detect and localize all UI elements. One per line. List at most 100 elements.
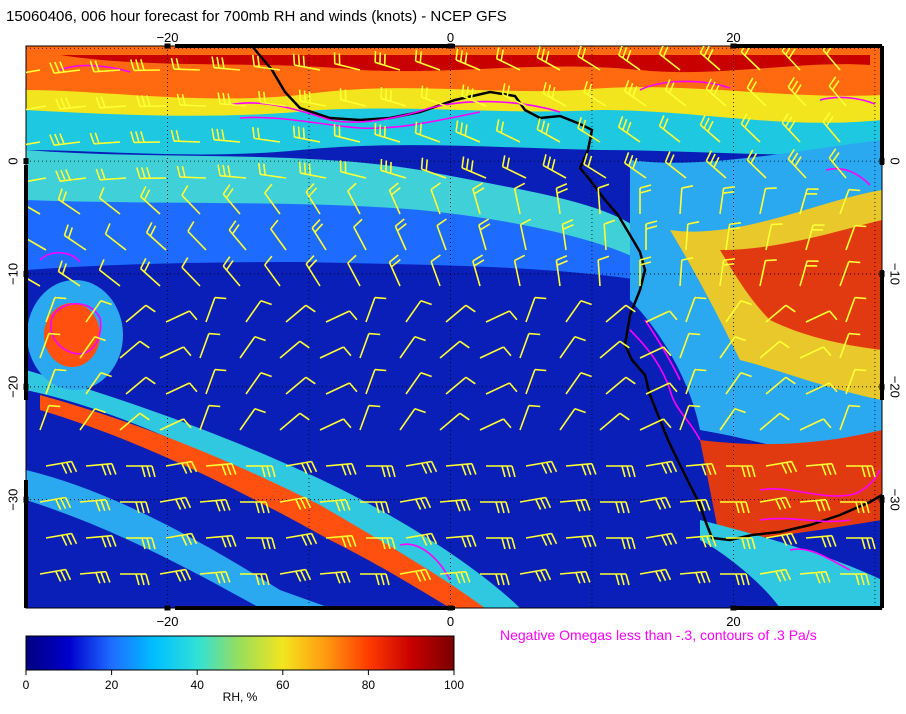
wind-barb [119,412,150,431]
wind-barb [565,462,597,476]
wind-barb [639,568,672,582]
wind-barb [217,92,247,107]
wind-barb [292,125,321,143]
wind-barb [246,537,276,550]
wind-barb [639,346,672,359]
wind-barb [519,568,552,582]
wind-barb [603,219,616,251]
wind-barb [765,376,796,395]
wind-barb [325,382,358,395]
wind-barb [765,304,796,323]
lat-tick-label: 0 [888,157,903,164]
wind-barb [583,81,607,107]
wind-barb [319,346,352,359]
wind-barb [325,462,357,476]
wind-barb [181,257,201,287]
wind-barb [176,93,207,107]
wind-barb [726,465,756,478]
wind-barb [781,112,801,143]
wind-barb [339,160,367,179]
wind-barb [799,346,832,359]
wind-barb [145,222,167,251]
wind-barb [639,184,652,214]
wind-barb [799,570,831,584]
wind-barb [45,532,78,546]
wind-barb [759,340,790,359]
wind-barb [405,532,438,546]
wind-barb [439,340,470,359]
wind-barb [298,89,327,107]
wind-barb [461,156,487,179]
wind-barb [79,335,106,359]
wind-barb [822,112,841,143]
wind-barb [159,568,192,582]
wind-barb [39,496,72,510]
wind-barb [63,224,87,251]
wind-barb [765,532,798,546]
wind-barb [840,501,870,514]
wind-barb [501,83,527,107]
lat-tick-label: −10 [888,263,903,285]
wind-barb [95,96,127,109]
wind-barb [759,412,790,431]
wind-barb [199,404,221,431]
wind-barb [325,310,358,323]
wind-barb [305,255,321,287]
wind-barb [846,465,876,478]
wind-barb [57,260,81,287]
wind-barb [472,254,485,287]
wind-barb [439,570,471,584]
wind-barb [199,332,221,359]
wind-barb [719,407,746,431]
wind-barb [45,368,67,395]
wind-barb [374,50,401,71]
wind-barb [519,496,552,510]
wind-barb [725,371,752,395]
wind-barb [239,335,266,359]
wind-barb [285,304,316,323]
wind-barb [645,460,678,474]
wind-barb [583,153,607,179]
wind-barb [455,120,481,143]
wind-barb [519,404,541,431]
wind-barb [399,335,426,359]
wind-barb [495,47,521,71]
wind-barb [205,296,227,323]
lon-tick-label: −20 [156,614,178,629]
wind-barb [699,114,721,143]
wind-barb [45,460,78,474]
wind-barb [98,187,121,215]
wind-barb [222,184,241,215]
wind-barb [705,78,727,107]
wind-barb [264,183,281,215]
wind-barb [685,221,700,251]
wind-barb [26,272,41,287]
wind-barb [679,332,701,359]
wind-barb [828,148,847,179]
wind-barb [366,465,396,478]
wind-barb [765,460,798,474]
wind-barb [239,407,266,431]
wind-barb [445,534,477,548]
wind-barb [799,188,819,215]
wind-barb [606,537,636,550]
wind-barb [845,368,867,395]
wind-barb [228,220,247,251]
wind-barb [399,568,432,582]
wind-barb [519,218,532,251]
wind-barb [366,537,396,550]
wind-barb [55,97,87,110]
wind-barb [719,258,736,287]
wind-barb [125,376,156,395]
wind-barb [347,182,361,215]
wind-barb [79,570,111,584]
wind-barb [720,501,750,514]
wind-barb [399,496,432,510]
wind-barb [258,162,287,179]
wind-barb [720,573,750,586]
wind-barb [513,182,526,215]
colorbar-label: RH, % [223,690,258,704]
wind-barb [380,158,407,179]
wind-barb [45,296,67,323]
wind-barb [360,573,390,586]
